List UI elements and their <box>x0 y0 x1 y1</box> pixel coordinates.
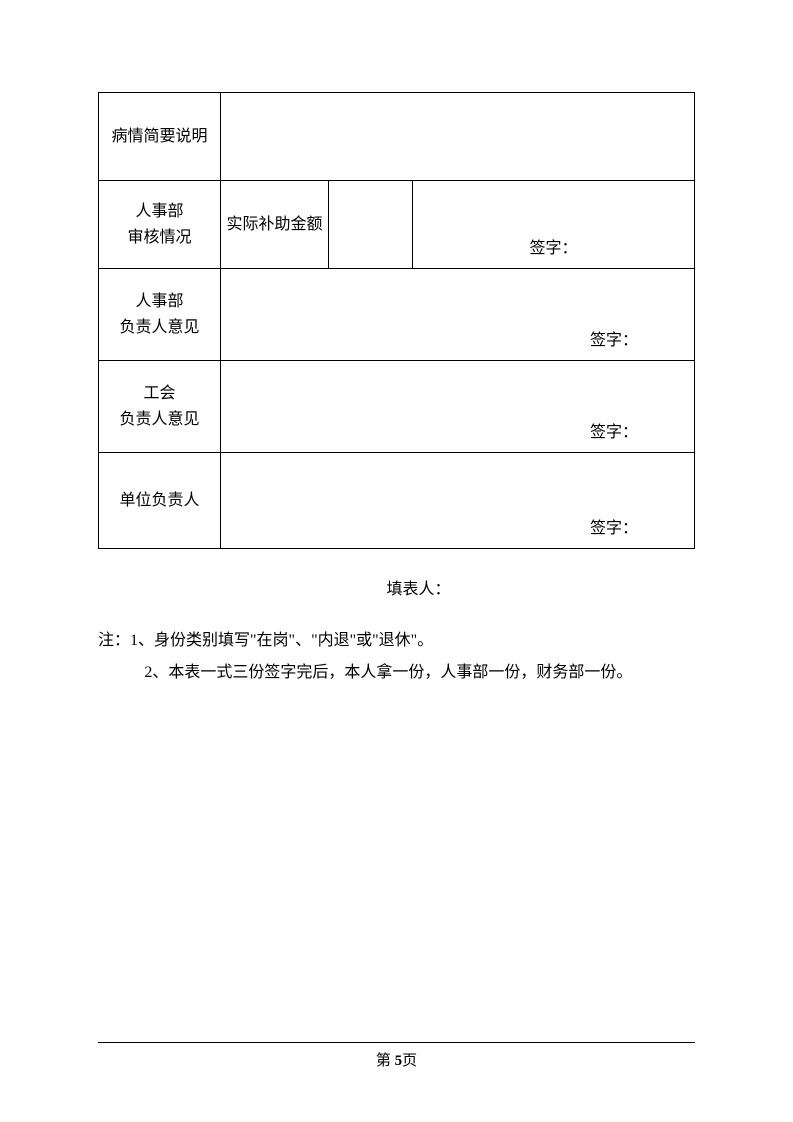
hr-head-label: 人事部 负责人意见 <box>99 269 221 361</box>
hr-review-signature-label: 签字： <box>529 234 577 258</box>
hr-head-signature-label: 签字： <box>590 326 638 350</box>
unit-head-signature-cell: 签字： <box>221 453 695 549</box>
page-num-prefix: 第 <box>376 1053 395 1069</box>
union-head-signature-label: 签字： <box>590 418 638 442</box>
hr-head-signature-cell: 签字： <box>221 269 695 361</box>
row-hr-review: 人事部 审核情况 实际补助金额 签字： <box>99 181 695 269</box>
note-line-2: 2、本表一式三份签字完后，本人拿一份，人事部一份，财务部一份。 <box>98 657 695 689</box>
illness-label: 病情简要说明 <box>99 93 221 181</box>
hr-review-signature-cell: 签字： <box>413 181 695 269</box>
note-line-1: 注：1、身份类别填写"在岗"、"内退"或"退休"。 <box>98 625 695 657</box>
union-head-label: 工会 负责人意见 <box>99 361 221 453</box>
page-footer: 第 5页 <box>98 1042 695 1070</box>
unit-head-label: 单位负责人 <box>99 453 221 549</box>
union-head-signature-cell: 签字： <box>221 361 695 453</box>
hr-review-amount-label: 实际补助金额 <box>221 181 329 269</box>
page-num-suffix: 页 <box>402 1053 417 1069</box>
hr-review-label-line2: 审核情况 <box>127 229 191 246</box>
hr-review-label: 人事部 审核情况 <box>99 181 221 269</box>
illness-value-cell <box>221 93 695 181</box>
hr-head-label-line2: 负责人意见 <box>119 319 199 336</box>
page-num-value: 5 <box>395 1053 403 1069</box>
hr-review-label-line1: 人事部 <box>135 203 183 220</box>
footer-rule <box>98 1042 695 1043</box>
hr-review-amount-cell <box>329 181 413 269</box>
notes-section: 注：1、身份类别填写"在岗"、"内退"或"退休"。 2、本表一式三份签字完后，本… <box>98 625 695 689</box>
row-union-head: 工会 负责人意见 签字： <box>99 361 695 453</box>
form-table: 病情简要说明 人事部 审核情况 实际补助金额 签字： 人事部 负责人意见 <box>98 92 695 549</box>
row-unit-head: 单位负责人 签字： <box>99 453 695 549</box>
row-illness: 病情简要说明 <box>99 93 695 181</box>
union-head-label-line2: 负责人意见 <box>119 411 199 428</box>
unit-head-signature-label: 签字： <box>590 514 638 538</box>
hr-head-label-line1: 人事部 <box>135 293 183 310</box>
union-head-label-line1: 工会 <box>143 385 175 402</box>
row-hr-head: 人事部 负责人意见 签字： <box>99 269 695 361</box>
page-number: 第 5页 <box>98 1049 695 1070</box>
filler-label: 填表人： <box>98 575 695 599</box>
